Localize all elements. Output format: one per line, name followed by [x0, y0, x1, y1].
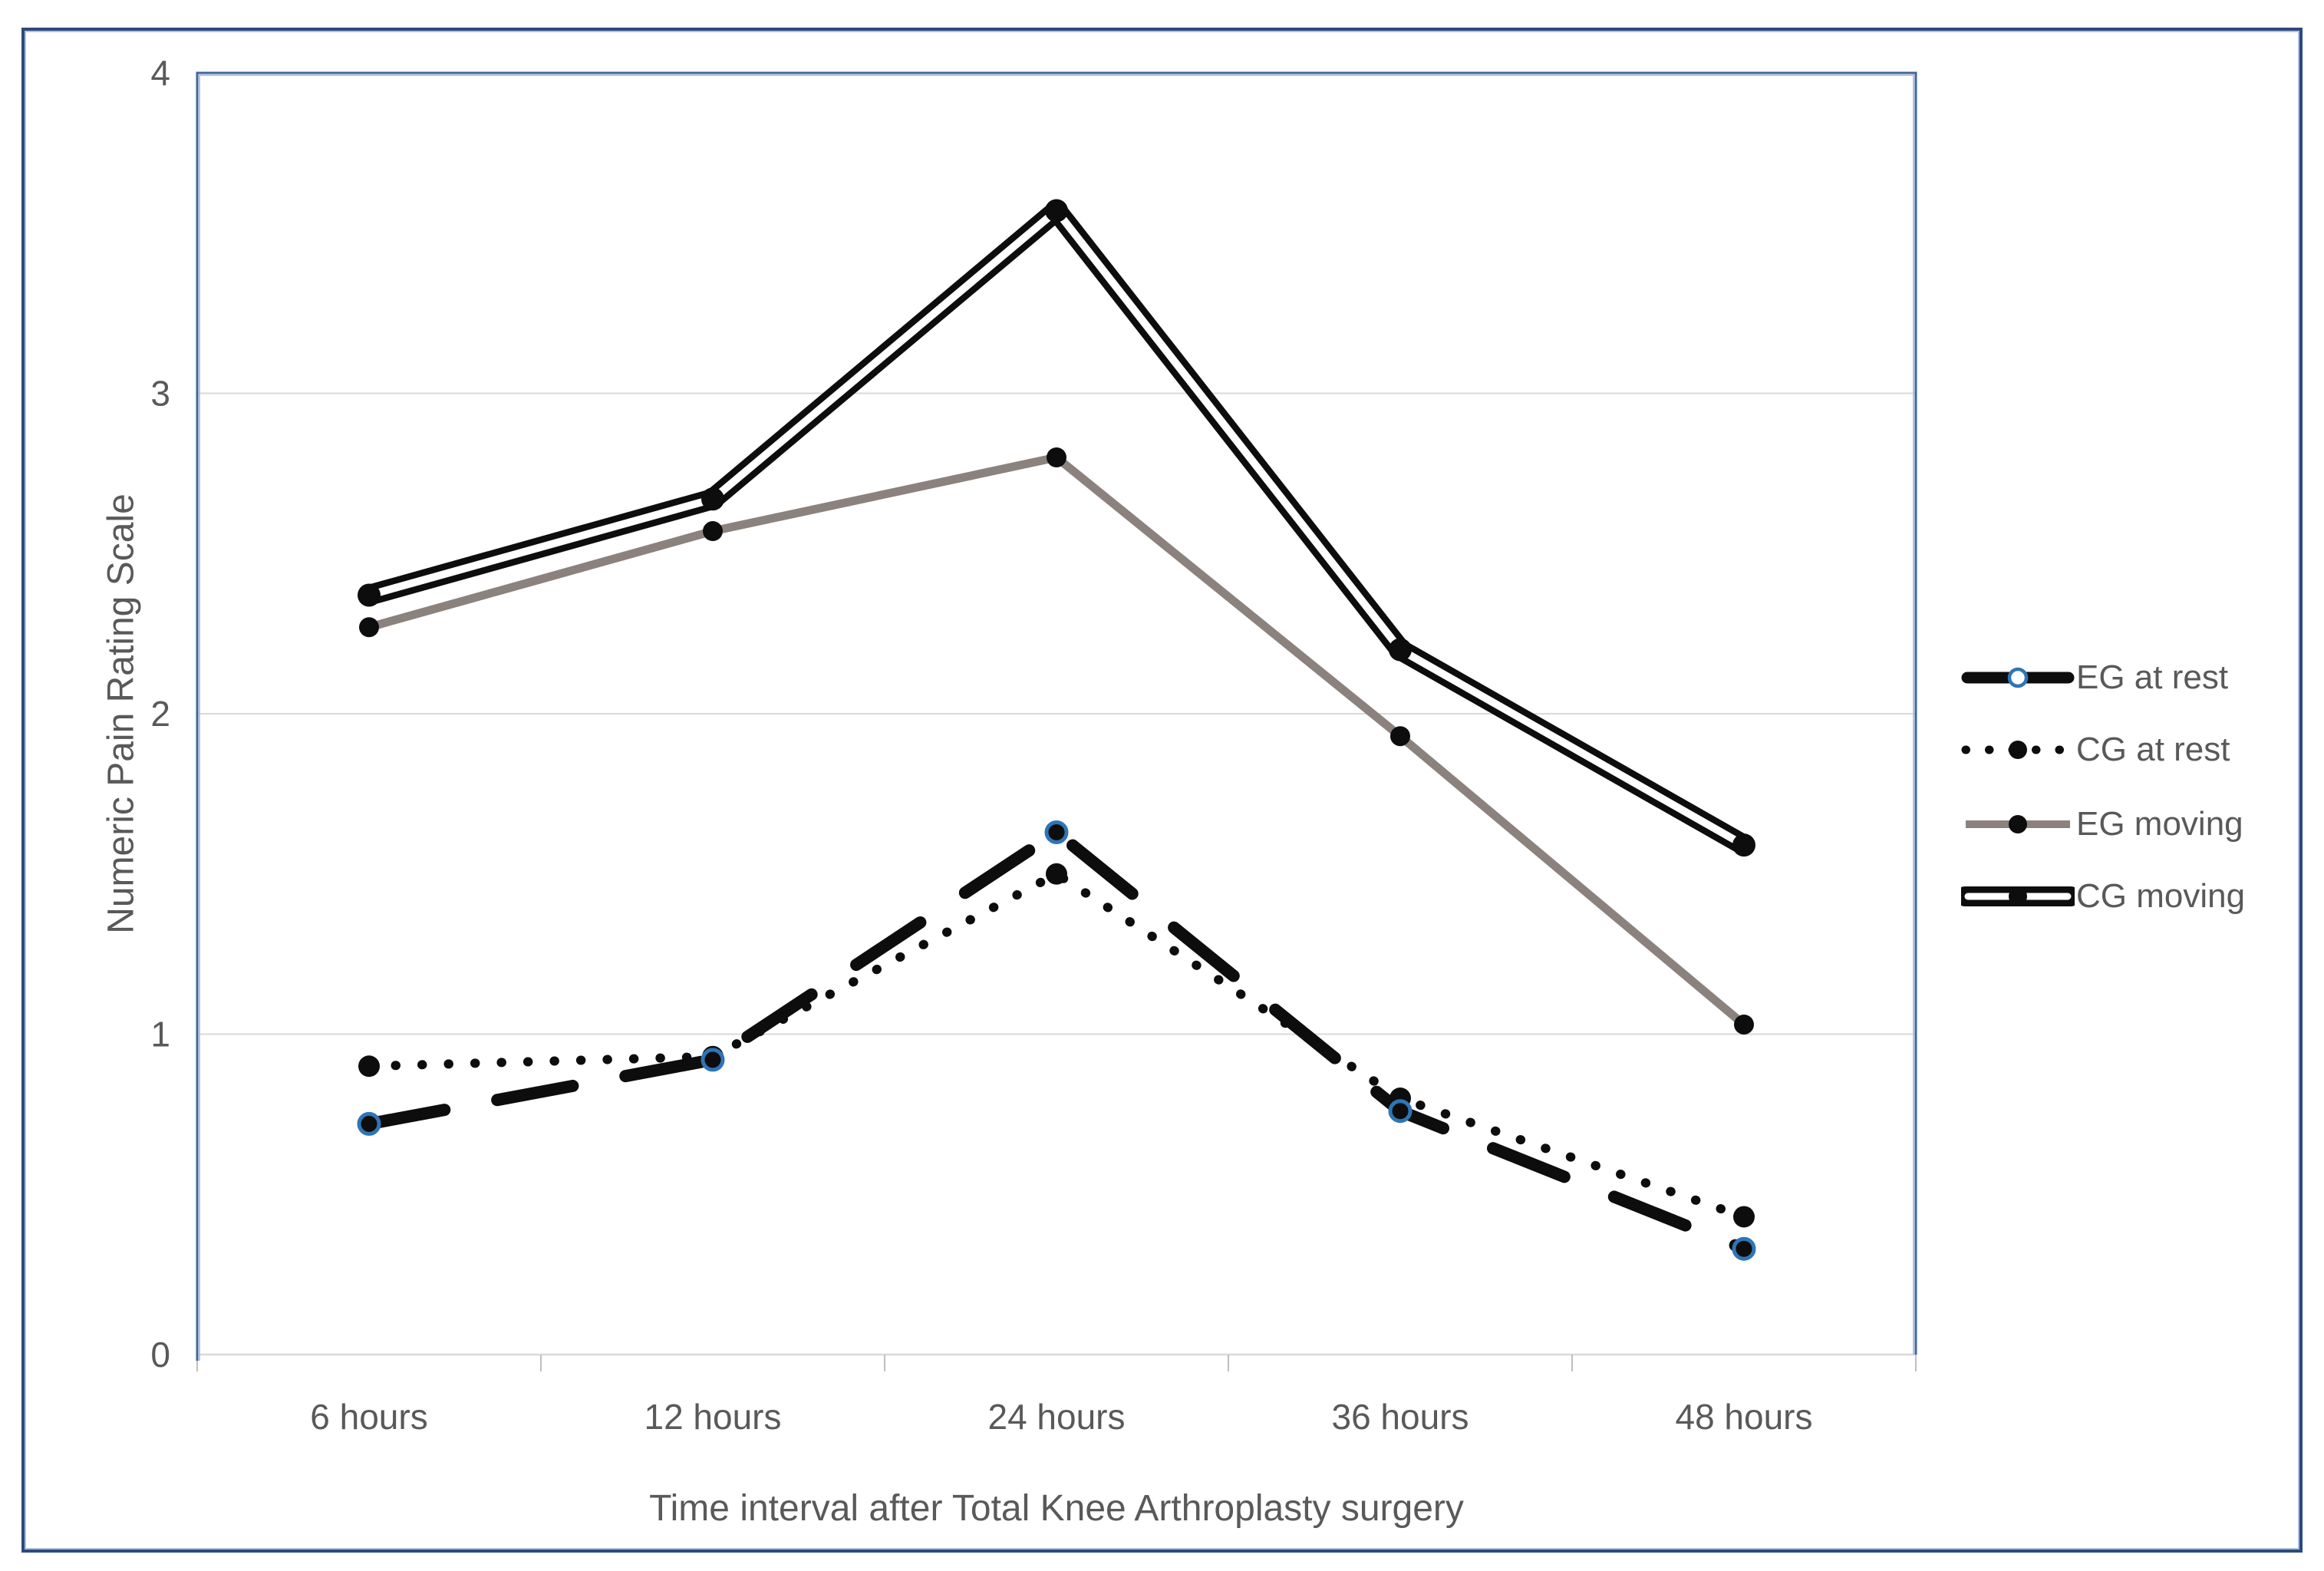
legend-label: CG at rest — [2076, 731, 2230, 768]
y-axis-tick-label: 2 — [150, 694, 170, 734]
series-cg-moving-marker — [1389, 638, 1412, 662]
series-cg-at-rest-marker — [1046, 863, 1067, 885]
legend-swatch-cg-at-rest — [1961, 741, 2075, 759]
series-cg-moving-marker — [1045, 199, 1068, 223]
series-cg-moving-marker — [701, 487, 724, 511]
series-eg-moving — [359, 447, 1754, 1035]
series-eg-moving-marker — [703, 521, 723, 542]
x-axis-tick-label: 48 hours — [1675, 1397, 1812, 1437]
x-axis-tick-label: 12 hours — [644, 1397, 781, 1437]
x-axis-tick-label: 24 hours — [987, 1397, 1125, 1437]
y-axis-tick-label: 0 — [150, 1335, 170, 1375]
x-axis-tick-label: 36 hours — [1331, 1397, 1469, 1437]
series-eg-moving-marker — [1734, 1014, 1754, 1035]
series-cg-moving — [358, 199, 1755, 857]
legend-label: EG moving — [2076, 805, 2243, 843]
series-eg-moving-marker — [1390, 726, 1410, 747]
legend-item-cg-moving: CG moving — [1961, 880, 2245, 913]
series-cg-moving-marker — [1732, 833, 1755, 857]
series-eg-at-rest-line — [363, 826, 1750, 1256]
series-eg-at-rest-marker — [1388, 1099, 1413, 1124]
series-eg-at-rest-marker — [1044, 820, 1069, 844]
legend-swatch-eg-moving — [1966, 815, 2070, 833]
plot-border-inner — [199, 74, 1914, 1361]
x-axis-title: Time interval after Total Knee Arthropla… — [649, 1488, 1464, 1529]
series-cg-moving-marker — [358, 583, 381, 607]
series-cg-moving-line — [358, 200, 1755, 856]
legend-label: EG at rest — [2076, 658, 2229, 696]
series-eg-at-rest-marker — [1732, 1236, 1756, 1261]
legend-swatch-cg-moving — [1961, 886, 2075, 906]
series-eg-at-rest-marker — [700, 1048, 725, 1072]
legend-item-cg-at-rest: CG at rest — [1961, 733, 2230, 767]
series-eg-moving-marker — [359, 617, 379, 638]
series-cg-at-rest-marker — [1733, 1206, 1755, 1228]
legend-item-eg-at-rest: EG at rest — [1961, 661, 2228, 695]
y-axis-title: Numeric Pain Rating Scale — [101, 493, 142, 934]
series-cg-at-rest-marker — [358, 1055, 380, 1078]
series-eg-at-rest — [357, 820, 1756, 1261]
legend-swatch-eg-at-rest — [1961, 667, 2075, 688]
y-axis-tick-label: 1 — [150, 1015, 170, 1054]
y-axis-tick-label: 4 — [150, 53, 170, 93]
x-axis-tick-label: 6 hours — [310, 1397, 427, 1437]
legend-item-eg-moving: EG moving — [1961, 807, 2243, 841]
series-eg-at-rest-marker — [357, 1111, 381, 1136]
legend-label: CG moving — [2076, 877, 2246, 915]
plot-border — [196, 71, 1917, 1361]
y-axis-tick-label: 3 — [150, 374, 170, 414]
series-eg-moving-marker — [1047, 447, 1066, 467]
